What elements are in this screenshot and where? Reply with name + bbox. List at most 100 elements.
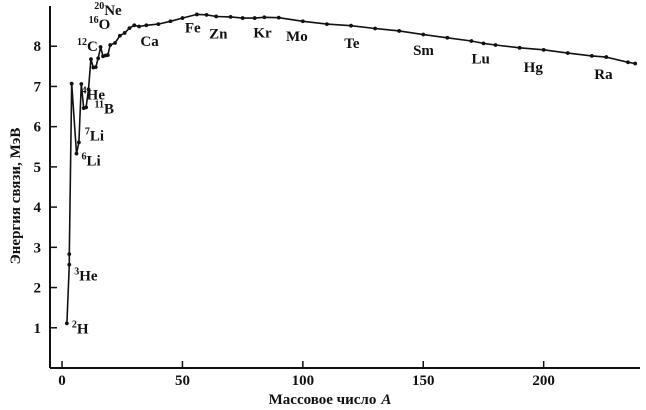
element-symbol: B <box>104 101 114 117</box>
element-symbol: He <box>79 269 98 285</box>
x-tick-label: 200 <box>532 373 555 389</box>
data-point <box>481 41 486 46</box>
y-tick-label: 7 <box>34 79 42 95</box>
data-point <box>105 53 110 57</box>
x-tick-label: 150 <box>412 373 435 389</box>
element-mass-number: 3 <box>74 267 79 278</box>
element-symbol: He <box>87 88 106 104</box>
data-point <box>144 23 149 28</box>
data-point <box>98 45 103 49</box>
element-label-he3: 3He <box>74 267 98 285</box>
data-point <box>204 12 209 17</box>
data-point <box>180 16 185 20</box>
data-point <box>240 16 245 20</box>
element-symbol: Li <box>90 128 104 144</box>
data-point <box>541 47 546 52</box>
y-tick-label: 3 <box>34 240 42 256</box>
y-axis-title: Энергия связи, МэВ <box>8 128 24 265</box>
element-labels: 2H3He6Li7Li11B4He12C16O20Ne24MgCaFeZnKrM… <box>72 1 613 337</box>
element-symbol: Zn <box>209 26 228 42</box>
element-symbol: Ra <box>594 67 613 83</box>
y-tick-label: 6 <box>34 120 42 136</box>
element-label-kr: Kr <box>253 25 272 41</box>
element-symbol: Te <box>344 36 360 52</box>
data-point <box>122 31 127 35</box>
x-axis-title: Массовое число A <box>269 392 392 408</box>
element-label-li7: 7Li <box>85 126 104 144</box>
element-symbol: Hg <box>524 60 544 76</box>
data-point <box>108 43 113 47</box>
element-label-hg: Hg <box>524 60 544 76</box>
x-tick-label: 50 <box>175 373 190 389</box>
data-point <box>565 51 570 55</box>
element-mass-number: 12 <box>77 37 87 48</box>
binding-energy-curve <box>66 13 636 324</box>
x-tick-label: 0 <box>58 373 66 389</box>
element-mass-number: 11 <box>95 99 104 110</box>
element-label-fe: Fe <box>185 20 201 36</box>
data-point <box>156 22 161 26</box>
element-label-zn: Zn <box>209 26 228 42</box>
data-point <box>604 55 609 59</box>
element-mass-number: 16 <box>89 15 99 26</box>
data-point <box>64 321 69 326</box>
data-point <box>74 151 79 156</box>
element-symbol: C <box>87 39 98 55</box>
data-point <box>93 65 98 70</box>
data-point <box>96 56 101 61</box>
data-point <box>127 26 132 31</box>
element-symbol: Kr <box>253 25 272 41</box>
element-label-he4: 4He <box>82 86 106 104</box>
data-point <box>168 19 173 24</box>
data-point <box>349 23 353 28</box>
x-axis-title-text: Массовое число <box>269 392 377 408</box>
element-label-li6: 6Li <box>81 152 100 170</box>
data-point <box>228 14 233 19</box>
element-mass-number: 6 <box>81 152 86 163</box>
data-point <box>67 262 72 267</box>
data-point <box>589 53 594 58</box>
data-point <box>252 16 257 20</box>
y-tick-label: 1 <box>34 321 42 337</box>
x-axis-title-variable: A <box>380 392 391 408</box>
element-mass-number: 20 <box>94 1 104 12</box>
element-symbol: Lu <box>471 51 489 67</box>
data-point <box>132 23 137 28</box>
y-tick-label: 8 <box>34 39 42 55</box>
data-point <box>84 105 89 110</box>
data-point <box>117 33 122 38</box>
data-line <box>66 13 636 324</box>
element-label-b11: 11B <box>95 99 114 117</box>
element-label-h2: 2H <box>72 319 89 337</box>
element-mass-number: 7 <box>85 126 90 137</box>
element-label-lu: Lu <box>471 51 489 67</box>
data-point <box>373 26 378 31</box>
data-point <box>325 22 329 26</box>
element-label-te: Te <box>344 36 360 52</box>
element-symbol: Sm <box>413 43 434 59</box>
data-points <box>64 12 638 326</box>
x-ticks: 0 50 100 150 200 <box>58 361 555 389</box>
data-point <box>194 12 199 17</box>
element-label-ra: Ra <box>594 67 613 83</box>
axes <box>49 6 640 369</box>
y-tick-label: 2 <box>34 281 42 297</box>
data-point <box>300 19 305 24</box>
data-point <box>469 39 474 43</box>
y-tick-label: 4 <box>34 200 42 216</box>
data-point <box>214 14 219 19</box>
data-point <box>137 24 142 29</box>
data-point <box>113 41 117 45</box>
data-point <box>633 61 638 66</box>
element-symbol: H <box>77 321 89 337</box>
data-point <box>493 43 498 47</box>
element-mass-number: 4 <box>82 86 87 97</box>
element-label-o16: 16O <box>89 15 111 33</box>
element-label-ca: Ca <box>140 34 159 50</box>
data-point <box>445 35 450 40</box>
data-point <box>89 57 93 61</box>
element-label-c12: 12C <box>77 37 98 55</box>
element-mass-number: 2 <box>72 319 77 330</box>
element-label-mo: Mo <box>286 29 308 45</box>
